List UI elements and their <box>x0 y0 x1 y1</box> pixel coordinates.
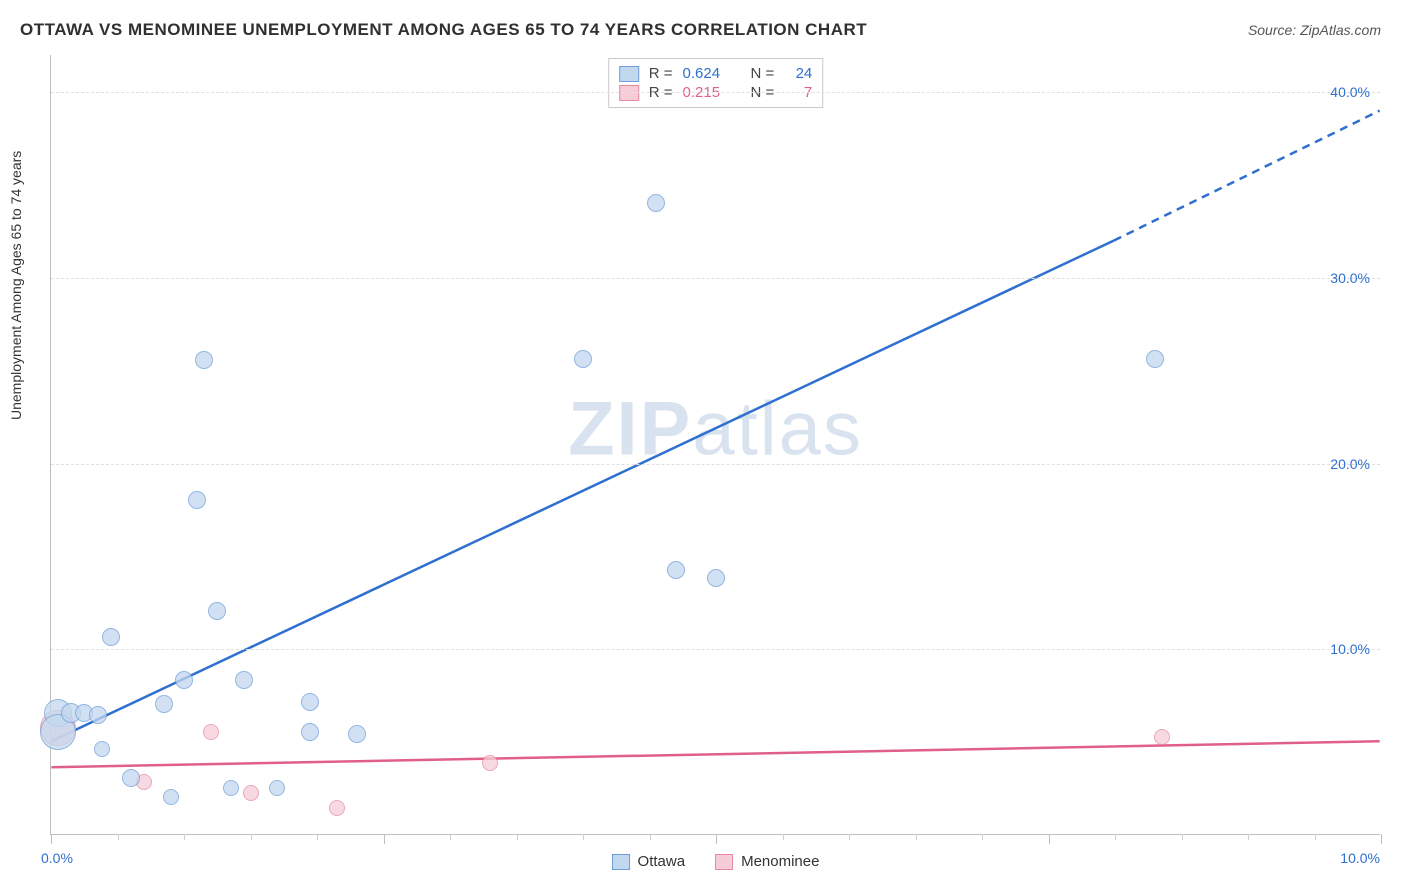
menominee-point <box>243 785 259 801</box>
x-tick-minor <box>650 834 651 840</box>
ottawa-point <box>269 780 285 796</box>
ottawa-point <box>667 561 685 579</box>
ottawa-point <box>89 706 107 724</box>
x-tick-minor <box>517 834 518 840</box>
ottawa-point <box>1146 350 1164 368</box>
ottawa-point <box>188 491 206 509</box>
x-tick-minor <box>1315 834 1316 840</box>
legend-series-item: Menominee <box>715 853 819 870</box>
ottawa-point <box>707 569 725 587</box>
x-tick-minor <box>118 834 119 840</box>
gridline <box>51 278 1380 279</box>
ottawa-point <box>348 725 366 743</box>
x-axis-max-label: 10.0% <box>1340 850 1380 866</box>
x-tick-minor <box>1115 834 1116 840</box>
ottawa-point <box>235 671 253 689</box>
x-tick-minor <box>916 834 917 840</box>
menominee-point <box>1154 729 1170 745</box>
y-tick-label: 20.0% <box>1330 456 1370 472</box>
x-tick-minor <box>251 834 252 840</box>
x-tick-minor <box>583 834 584 840</box>
x-tick-minor <box>849 834 850 840</box>
gridline <box>51 464 1380 465</box>
legend-n-label: N = <box>751 65 775 82</box>
y-tick-label: 30.0% <box>1330 270 1370 286</box>
menominee-point <box>203 724 219 740</box>
x-tick-major <box>716 834 717 844</box>
ottawa-point <box>208 602 226 620</box>
legend-r-value: 0.624 <box>683 65 735 82</box>
legend-stats-row: R = 0.624 N = 24 <box>619 65 813 82</box>
watermark: ZIPatlas <box>568 385 863 472</box>
menominee-point <box>482 755 498 771</box>
ottawa-point <box>175 671 193 689</box>
legend-swatch <box>612 854 630 870</box>
legend-r-label: R = <box>649 65 673 82</box>
ottawa-point <box>195 351 213 369</box>
source-label: Source: ZipAtlas.com <box>1248 22 1381 38</box>
trend-lines <box>51 55 1380 834</box>
x-tick-minor <box>1248 834 1249 840</box>
legend-swatch <box>715 854 733 870</box>
ottawa-point <box>155 695 173 713</box>
x-axis-min-label: 0.0% <box>41 850 73 866</box>
x-tick-major <box>1049 834 1050 844</box>
y-axis-label: Unemployment Among Ages 65 to 74 years <box>8 151 24 420</box>
ottawa-point <box>163 789 179 805</box>
x-tick-minor <box>783 834 784 840</box>
y-tick-label: 40.0% <box>1330 84 1370 100</box>
legend-series: Ottawa Menominee <box>612 853 820 870</box>
legend-n-value: 24 <box>784 65 812 82</box>
gridline <box>51 92 1380 93</box>
x-tick-minor <box>982 834 983 840</box>
legend-swatch <box>619 66 639 82</box>
chart-title: OTTAWA VS MENOMINEE UNEMPLOYMENT AMONG A… <box>20 20 867 40</box>
x-tick-minor <box>317 834 318 840</box>
plot-area: ZIPatlas R =0.624N =24R =0.215N =7 Ottaw… <box>50 55 1380 835</box>
y-tick-label: 10.0% <box>1330 641 1370 657</box>
x-tick-minor <box>184 834 185 840</box>
ottawa-point <box>301 723 319 741</box>
x-tick-major <box>384 834 385 844</box>
legend-series-item: Ottawa <box>612 853 686 870</box>
legend-series-label: Menominee <box>741 853 819 870</box>
ottawa-point <box>102 628 120 646</box>
ottawa-point <box>94 741 110 757</box>
x-tick-major <box>1381 834 1382 844</box>
ottawa-point <box>223 780 239 796</box>
ottawa-point <box>122 769 140 787</box>
legend-stats: R =0.624N =24R =0.215N =7 <box>608 58 824 108</box>
legend-series-label: Ottawa <box>638 853 686 870</box>
ottawa-point <box>647 194 665 212</box>
x-tick-minor <box>450 834 451 840</box>
menominee-point <box>329 800 345 816</box>
ottawa-point <box>301 693 319 711</box>
x-tick-major <box>51 834 52 844</box>
x-tick-minor <box>1182 834 1183 840</box>
gridline <box>51 649 1380 650</box>
ottawa-point <box>574 350 592 368</box>
